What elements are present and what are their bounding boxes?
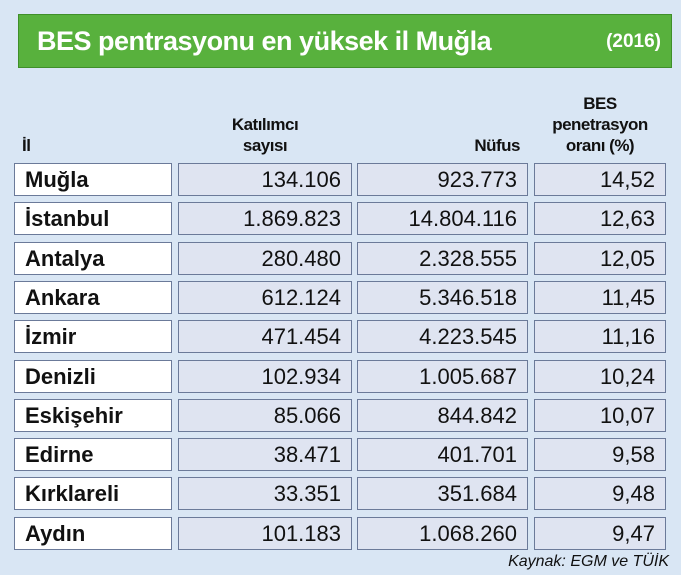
value-cell: 9,48 [534, 477, 666, 511]
value-cell: 33.351 [178, 477, 352, 511]
value-cell: 844.842 [357, 398, 528, 432]
value-cell: 12,63 [534, 202, 666, 236]
province-cell: Ankara [14, 280, 172, 314]
value-cell: 101.183 [178, 516, 352, 550]
value-cell: 134.106 [178, 163, 352, 196]
value-cell: 12,05 [534, 241, 666, 275]
header-line: sayısı [242, 136, 288, 155]
value-cell: 1.068.260 [357, 516, 528, 550]
title: BES pentrasyonu en yüksek il Muğla [37, 26, 492, 56]
province-cell: Muğla [14, 163, 172, 196]
header-line: oranı (%) [565, 136, 635, 155]
value-cell: 14.804.116 [357, 202, 528, 236]
province-cell: Eskişehir [14, 398, 172, 432]
value-cell: 11,16 [534, 320, 666, 354]
value-cell: 9,47 [534, 516, 666, 550]
column-header: İl [14, 135, 180, 156]
value-cell: 1.005.687 [357, 359, 528, 393]
header-line: penetrasyon [552, 115, 648, 134]
value-cell: 1.869.823 [178, 202, 352, 236]
value-cell: 280.480 [178, 241, 352, 275]
value-cell: 612.124 [178, 280, 352, 314]
province-cell: İstanbul [14, 202, 172, 236]
province-cell: Antalya [14, 241, 172, 275]
value-cell: 4.223.545 [357, 320, 528, 354]
value-cell: 10,07 [534, 398, 666, 432]
value-cell: 923.773 [357, 163, 528, 196]
column-header: Nüfus [357, 135, 520, 156]
value-cell: 14,52 [534, 163, 666, 196]
value-cell: 5.346.518 [357, 280, 528, 314]
column-header: Katılımcı sayısı [178, 114, 352, 156]
value-cell: 38.471 [178, 438, 352, 472]
province-cell: Edirne [14, 438, 172, 472]
value-cell: 351.684 [357, 477, 528, 511]
province-cell: Denizli [14, 359, 172, 393]
province-cell: Aydın [14, 516, 172, 550]
value-cell: 9,58 [534, 438, 666, 472]
title-bar: BES pentrasyonu en yüksek il Muğla (2016… [18, 14, 672, 68]
column-header: BES penetrasyon oranı (%) [534, 93, 666, 156]
header-line: İl [22, 136, 31, 155]
province-cell: İzmir [14, 320, 172, 354]
value-cell: 2.328.555 [357, 241, 528, 275]
header-line: Katılımcı [231, 115, 299, 134]
value-cell: 11,45 [534, 280, 666, 314]
source: Kaynak: EGM ve TÜİK [508, 553, 669, 570]
value-cell: 102.934 [178, 359, 352, 393]
header-line: Nüfus [474, 136, 520, 155]
value-cell: 471.454 [178, 320, 352, 354]
value-cell: 85.066 [178, 398, 352, 432]
year: (2016) [606, 31, 661, 52]
value-cell: 10,24 [534, 359, 666, 393]
header-line: BES [583, 94, 617, 113]
province-cell: Kırklareli [14, 477, 172, 511]
value-cell: 401.701 [357, 438, 528, 472]
